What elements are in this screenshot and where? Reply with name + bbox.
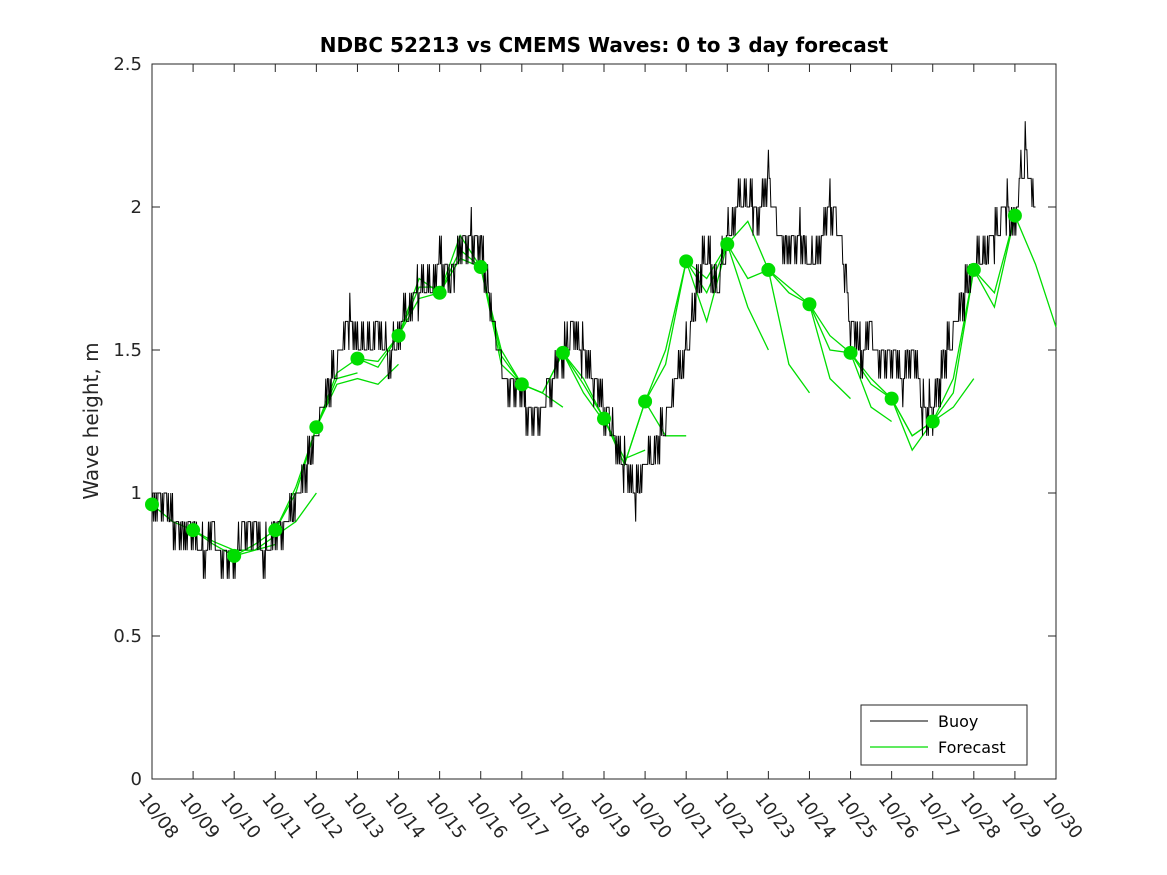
legend-forecast-label: Forecast [938, 738, 1006, 757]
forecast-marker [966, 262, 981, 277]
chart-title: NDBC 52213 vs CMEMS Waves: 0 to 3 day fo… [320, 33, 889, 57]
forecast-marker [186, 523, 201, 538]
legend: Buoy Forecast [860, 704, 1028, 766]
y-axis-label: Wave height, m [79, 342, 103, 499]
forecast-marker [227, 548, 242, 563]
forecast-marker [720, 237, 735, 252]
forecast-line [767, 269, 892, 423]
forecast-marker [679, 254, 694, 269]
buoy-series [151, 121, 1036, 579]
forecast-marker [473, 260, 488, 275]
y-tick-label: 2 [131, 197, 142, 218]
forecast-line [192, 492, 317, 551]
forecast-marker [145, 497, 159, 512]
buoy-line [151, 121, 1036, 579]
forecast-marker [309, 420, 324, 435]
forecast-line [726, 220, 851, 400]
forecast-marker [884, 391, 899, 406]
forecast-marker [432, 285, 447, 300]
forecast-marker [268, 523, 283, 538]
forecast-marker [514, 377, 529, 392]
forecast-marker [925, 414, 940, 429]
legend-box [860, 704, 1028, 766]
forecast-marker [843, 345, 858, 360]
forecast-marker [555, 345, 570, 360]
forecast-marker [802, 297, 817, 312]
y-tick-label: 1.5 [113, 340, 142, 361]
y-tick-label: 0 [131, 769, 142, 790]
forecast-line [274, 363, 399, 531]
forecast-line [808, 303, 934, 452]
forecast-line [932, 213, 1057, 422]
forecast-marker [597, 411, 611, 426]
forecast-line [644, 241, 769, 402]
forecast-line [891, 215, 1016, 437]
y-tick-label: 1 [131, 483, 142, 504]
forecast-marker [761, 262, 776, 277]
y-tick-label: 2.5 [113, 54, 142, 75]
y-axis-ticks: 0 0.5 1 1.5 2 2.5 [113, 54, 1056, 790]
forecast-marker [391, 328, 406, 343]
forecast-marker [1007, 208, 1022, 223]
forecast-markers [145, 208, 1022, 563]
y-tick-label: 0.5 [113, 626, 142, 647]
legend-buoy-label: Buoy [938, 712, 978, 731]
forecast-marker [638, 394, 653, 409]
forecast-line [685, 242, 811, 394]
forecast-marker [350, 351, 365, 366]
